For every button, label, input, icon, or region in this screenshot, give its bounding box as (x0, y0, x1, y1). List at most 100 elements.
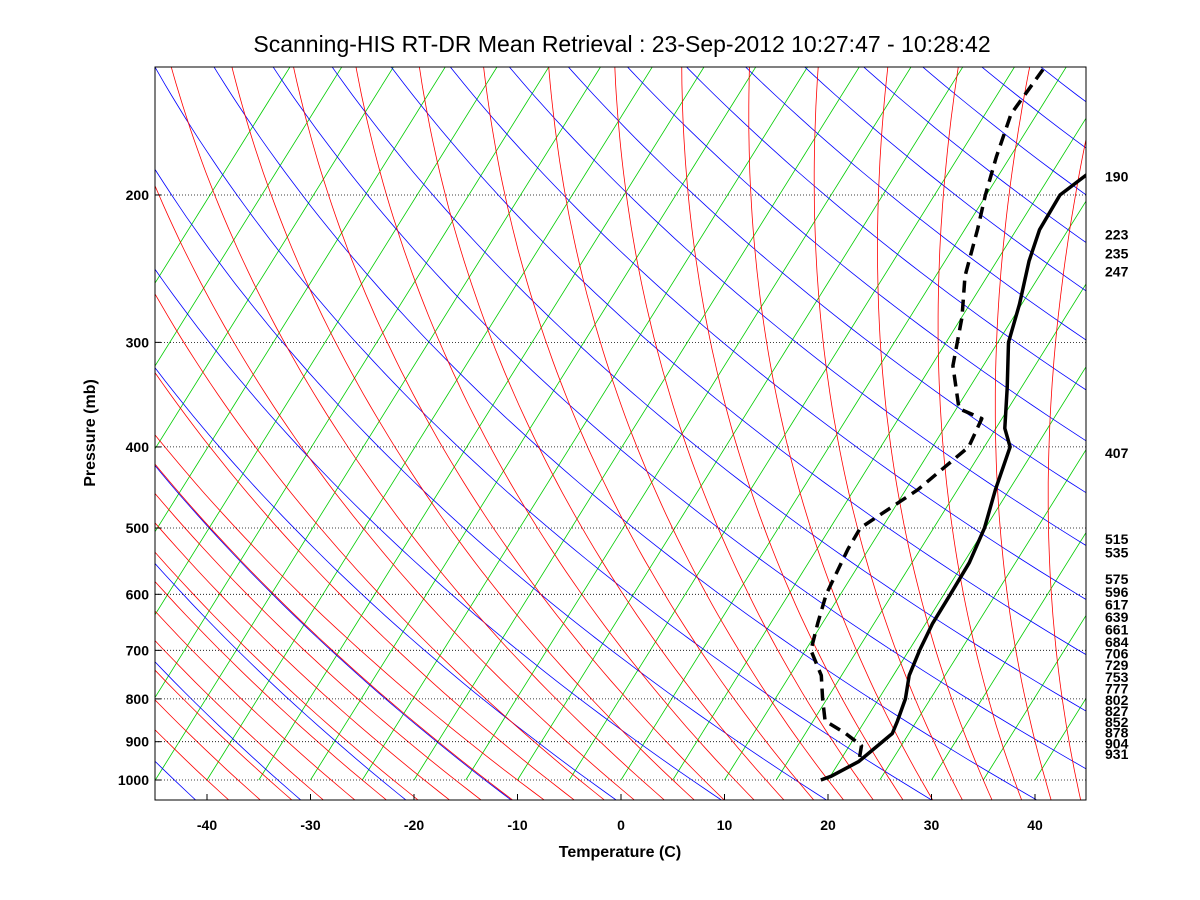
moist-adiabat-line (170, 67, 665, 800)
mixing-ratio-line (465, 67, 912, 781)
dry-adiabat-line (922, 67, 1086, 196)
x-axis-label: Temperature (C) (559, 844, 681, 861)
moist-adiabat-line (1047, 137, 1086, 800)
mixing-ratio-line (155, 67, 498, 616)
dry-adiabat-line (685, 67, 1086, 391)
y-axis-ticks: 5060708090100200300400500600700800900100… (118, 187, 161, 788)
mixing-ratio-line (827, 366, 1086, 781)
x-tick-label: 30 (924, 817, 940, 833)
x-tick-label: 40 (1027, 817, 1043, 833)
moist-adiabat-line (155, 640, 324, 800)
right-level-label: 535 (1105, 545, 1129, 561)
dry-adiabat-line (390, 67, 1086, 656)
mixing-ratio-line (155, 67, 601, 781)
x-tick-label: -20 (404, 817, 424, 833)
right-level-label: 684 (1105, 634, 1129, 650)
y-tick-label: 600 (126, 586, 150, 602)
right-level-label: 223 (1105, 227, 1129, 243)
mixing-ratio-line (1087, 0, 1200, 780)
dry-adiabat-line (863, 67, 1086, 243)
dry-adiabat-line (626, 67, 1086, 442)
right-level-labels: 1902232352474075155355755966176396616847… (1105, 168, 1129, 762)
moist-adiabat-line (155, 463, 514, 800)
right-level-label: 235 (1105, 246, 1129, 262)
x-tick-label: -30 (300, 817, 320, 833)
right-level-label: 931 (1105, 746, 1129, 762)
y-tick-label: 800 (126, 691, 150, 707)
profile-series (809, 67, 1086, 782)
dry-adiabat-line (449, 67, 1086, 600)
dry-adiabat-line (804, 67, 1086, 292)
y-tick-label: 900 (126, 734, 150, 750)
right-level-label: 753 (1105, 669, 1129, 685)
y-tick-label: 200 (126, 187, 150, 203)
dry-adiabat-line (508, 67, 1086, 547)
moist-adiabat-line (483, 67, 815, 800)
mixing-ratio-line (931, 531, 1086, 781)
moist-adiabat-line (155, 610, 356, 800)
mixing-ratio-line (568, 67, 1015, 781)
right-level-label: 904 (1105, 735, 1129, 751)
right-level-label: 777 (1105, 680, 1129, 696)
moist-adiabat-line (155, 184, 635, 800)
right-level-label: 596 (1105, 584, 1129, 600)
moist-adiabat-line (614, 67, 874, 800)
mixing-ratio-line (724, 200, 1086, 781)
moist-adiabat-line (231, 67, 695, 800)
right-level-label: 515 (1105, 531, 1129, 547)
moist-adiabat-line (155, 293, 605, 800)
right-level-label: 878 (1105, 725, 1129, 741)
dry-adiabat-line (155, 367, 617, 800)
background-lines (155, 0, 1200, 800)
moist-adiabat-line (293, 67, 725, 800)
right-level-label: 802 (1105, 692, 1129, 708)
right-level-label: 617 (1105, 597, 1129, 613)
x-tick-label: 10 (717, 817, 733, 833)
moist-adiabat-line (155, 551, 419, 800)
y-axis-label: Pressure (mb) (82, 379, 99, 487)
moist-adiabat-line (155, 434, 545, 800)
mixing-ratio-line (517, 67, 964, 781)
right-level-label: 639 (1105, 609, 1129, 625)
moist-adiabat-line (748, 67, 934, 800)
mixing-ratio-line (879, 448, 1086, 781)
moist-adiabat-line (877, 67, 993, 800)
dry-adiabat-line (155, 661, 302, 800)
dry-adiabat-line (155, 464, 512, 800)
y-tick-label: 300 (126, 334, 150, 350)
moist-adiabat-line (155, 492, 482, 800)
moist-adiabat-line (994, 67, 1052, 800)
right-level-label: 247 (1105, 264, 1129, 280)
moist-adiabat-line (355, 67, 755, 800)
right-level-label: 852 (1105, 714, 1129, 730)
right-level-label: 407 (1105, 445, 1129, 461)
dry-adiabat-line (745, 67, 1086, 341)
moist-adiabat-line (155, 669, 293, 800)
moist-adiabat-line (155, 729, 230, 800)
mixing-ratio-line (258, 67, 705, 781)
moist-adiabat-line (155, 580, 388, 800)
mixing-ratio-line (620, 67, 1067, 781)
x-tick-label: 0 (617, 817, 625, 833)
right-level-label: 190 (1105, 168, 1129, 184)
x-tick-label: 20 (820, 817, 836, 833)
moist-adiabat-line (937, 67, 1023, 800)
x-axis-ticks: -40 -30 -20 -10 0 10 20 30 40 (197, 794, 1043, 833)
dry-adiabat-line (155, 168, 828, 800)
x-tick-label: -40 (197, 817, 217, 833)
moist-adiabat-line (813, 67, 963, 800)
mixing-ratio-line (155, 67, 394, 450)
x-tick-label: -10 (507, 817, 527, 833)
dry-adiabat-line (155, 562, 407, 800)
chart-title: Scanning-HIS RT-DR Mean Retrieval : 23-S… (253, 31, 990, 57)
moist-adiabat-line (418, 67, 785, 800)
right-level-label: 706 (1105, 646, 1129, 662)
mixing-ratio-line (206, 67, 653, 781)
mixing-ratio-line (155, 67, 343, 367)
dewpoint-profile-line (809, 67, 1047, 762)
y-tick-label: 500 (126, 520, 150, 536)
mixing-ratio-line (155, 67, 446, 533)
mixing-ratio-line (361, 67, 808, 781)
dry-adiabat-line (155, 268, 723, 800)
